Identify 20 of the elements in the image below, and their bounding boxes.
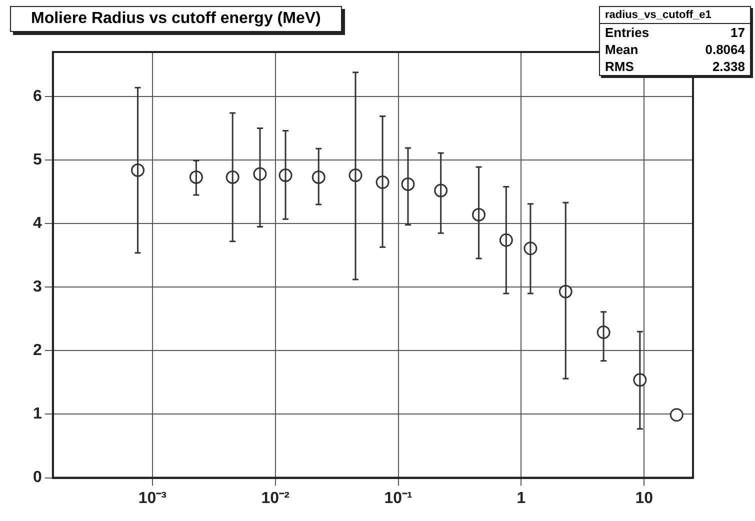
x-tick-label: 1 <box>516 490 526 507</box>
y-tick-label: 5 <box>32 151 42 168</box>
text: radius_vs_cutoff_e1 <box>600 7 750 24</box>
y-tick-label: 4 <box>32 214 42 232</box>
text: 0.8064 <box>705 42 745 57</box>
x-tick-label: 10⁻³ <box>138 490 166 507</box>
text: 2.338 <box>712 59 745 74</box>
y-tick-label: 1 <box>32 406 42 423</box>
chart-title: Moliere Radius vs cutoff energy (MeV) <box>10 6 342 32</box>
y-tick-label: 6 <box>32 88 42 105</box>
y-tick-label: 3 <box>32 278 42 296</box>
annotation: Mean <box>605 42 638 57</box>
annotation: RMS <box>605 59 634 74</box>
x-tick-label: 10⁻² <box>261 490 290 507</box>
x-tick-label: 10⁻¹ <box>384 490 412 507</box>
text: Entries <box>605 25 650 40</box>
x-tick-label: 10 <box>635 490 654 507</box>
text: 17 <box>730 25 745 40</box>
y-tick-label: 0 <box>32 469 42 486</box>
y-tick-label: 2 <box>32 342 42 360</box>
